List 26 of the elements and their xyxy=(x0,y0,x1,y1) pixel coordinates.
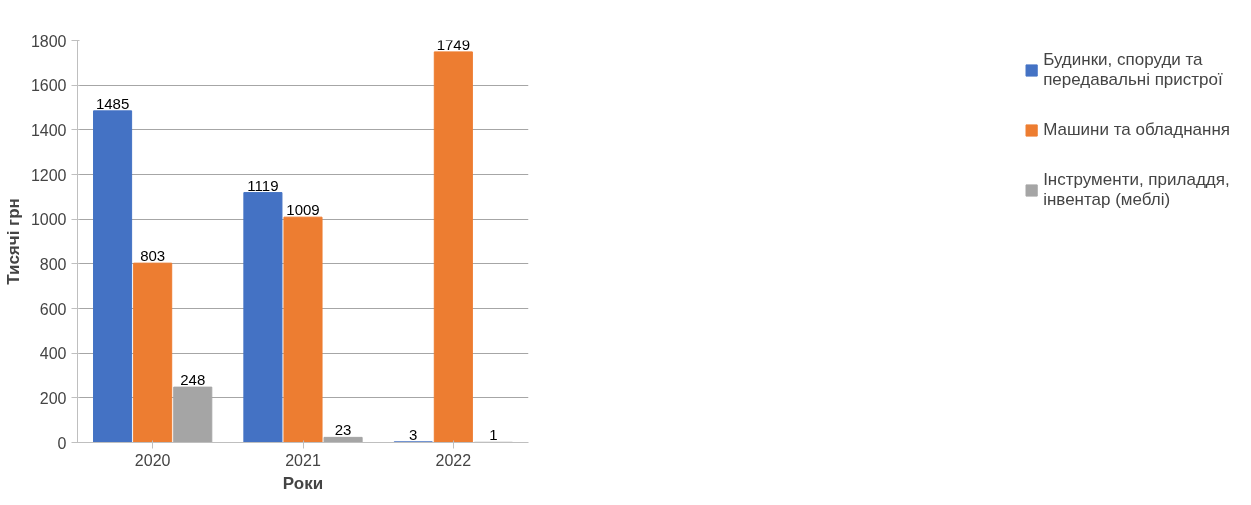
x-tick-label: 2020 xyxy=(134,451,171,469)
y-tick-label: 600 xyxy=(39,300,67,318)
data-label: 1485 xyxy=(95,94,130,112)
y-axis-title: Тисячі грн xyxy=(3,198,23,285)
y-tick-label: 0 xyxy=(57,434,67,452)
y-tick-label: 800 xyxy=(39,255,67,273)
x-tick-label: 2021 xyxy=(285,451,321,469)
x-axis-title: Роки xyxy=(282,473,324,493)
data-label: 23 xyxy=(334,421,352,439)
y-tick-label: 1400 xyxy=(30,121,67,139)
y-tick-label: 1000 xyxy=(30,211,67,229)
y-tick-label: 200 xyxy=(39,389,67,407)
y-tick-label: 1600 xyxy=(30,77,67,95)
data-label: 1119 xyxy=(247,176,279,194)
data-label: 3 xyxy=(409,425,418,443)
y-tick-label: 1200 xyxy=(30,166,67,184)
data-label: 1009 xyxy=(286,201,320,219)
legend-label: Інструменти, приладдя, інвентар (меблі) xyxy=(1043,170,1230,210)
legend-label: Будинки, споруди та передавальні пристрої xyxy=(1043,50,1223,90)
y-tick-label: 1800 xyxy=(30,32,67,50)
y-tick-label: 400 xyxy=(39,345,67,363)
x-tick-label: 2022 xyxy=(435,451,472,469)
legend-label: Машини та обладнання xyxy=(1043,120,1230,140)
data-label: 803 xyxy=(140,247,166,265)
data-label: 1 xyxy=(489,426,498,444)
data-label: 248 xyxy=(180,371,206,389)
